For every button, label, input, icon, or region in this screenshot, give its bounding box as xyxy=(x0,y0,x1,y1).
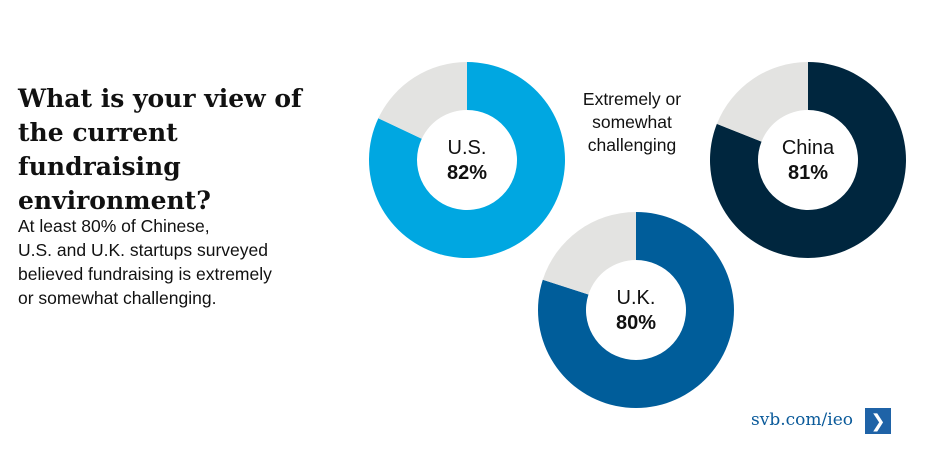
donut-u-k: U.K. 80% xyxy=(537,212,734,408)
donut-slice-china-challenging xyxy=(709,62,906,258)
donut-label-china: China xyxy=(782,137,835,159)
chart-description: At least 80% of Chinese, U.S. and U.K. s… xyxy=(18,216,272,308)
donut-u-s: U.S. 82% xyxy=(369,62,566,258)
chart-title: What is your view of the current fundrai… xyxy=(18,84,302,215)
donut-china: China 81% xyxy=(709,62,906,258)
donut-value-china: 81% xyxy=(788,162,828,184)
svb-link[interactable]: svb.com/ieo xyxy=(751,410,853,430)
donut-label-u-s: U.S. xyxy=(448,137,487,159)
donut-slice-u-k-challenging xyxy=(537,212,734,408)
donut-value-u-k: 80% xyxy=(616,312,656,334)
donut-value-u-s: 82% xyxy=(447,162,487,184)
center-annotation: Extremely or somewhat challenging xyxy=(582,89,682,155)
donut-slice-china-other xyxy=(716,62,808,142)
chevron-right-icon[interactable]: ❯ xyxy=(865,408,891,434)
donut-slice-u-s-other xyxy=(378,62,467,139)
donut-slice-u-k-other xyxy=(542,212,636,295)
donut-slice-u-s-challenging xyxy=(369,62,566,258)
donut-label-u-k: U.K. xyxy=(617,287,656,309)
